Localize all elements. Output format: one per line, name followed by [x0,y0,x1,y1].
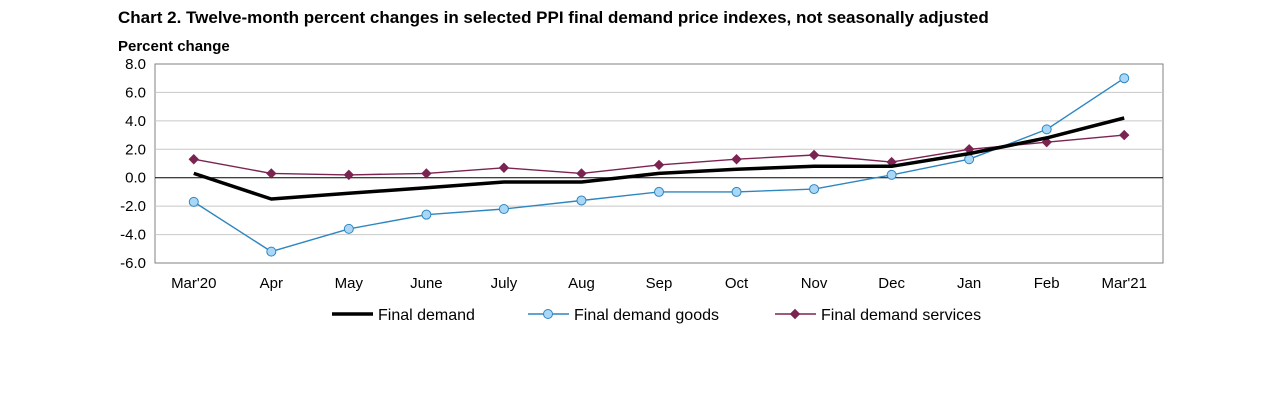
data-point [809,184,820,195]
x-tick-label: Jan [957,275,981,292]
legend-label: Final demand goods [574,307,719,324]
y-tick-label: -2.0 [120,198,146,215]
data-point [653,159,665,171]
legend-marker [789,308,801,320]
y-tick-label: 0.0 [125,170,146,187]
y-tick-label: -4.0 [120,227,146,244]
y-tick-label: 2.0 [125,141,146,158]
data-point [421,168,432,179]
data-point [343,223,354,234]
data-point [1041,124,1052,135]
data-point [886,169,897,180]
legend-label: Final demand [378,307,475,324]
data-point [188,196,199,207]
grid-lines [155,91,1163,236]
y-tick-label: -6.0 [120,255,146,272]
data-point [731,154,742,165]
data-point [188,154,199,165]
x-tick-label: Feb [1034,275,1060,292]
data-point [421,209,432,220]
x-tick-label: May [335,275,364,292]
y-axis-label: Percent change [118,38,230,55]
data-point [1119,73,1130,84]
legend: Final demand Final demand goods Final dema… [332,307,981,324]
legend-item: Final demand services [775,307,981,324]
y-tick-labels: 8.0 6.0 4.0 2.0 0.0 -2.0 -4.0 -6.0 [120,56,146,272]
data-point [343,169,355,181]
legend-item: Final demand [332,307,475,324]
series-lines [188,73,1130,257]
x-tick-labels: Mar'20 Apr May June July Aug Sep Oct Nov Dec Jan Fe… [171,275,1147,292]
data-point [266,168,277,179]
x-tick-label: Sep [646,275,673,292]
data-point [654,186,664,197]
legend-marker [543,309,553,319]
data-point [1119,129,1130,141]
data-point [498,162,510,173]
legend-label: Final demand services [821,307,981,324]
data-point [964,154,975,165]
series-line-final-demand [193,116,1125,201]
y-tick-label: 8.0 [125,56,146,73]
x-tick-label: Oct [725,275,749,292]
y-tick-label: 6.0 [125,84,146,101]
x-tick-label: June [410,275,443,292]
y-tick-label: 4.0 [125,113,146,130]
x-tick-label: Mar'20 [171,275,216,292]
chart-title: Chart 2. Twelve-month percent changes in… [118,8,989,27]
data-point [731,186,742,197]
data-point [808,149,820,161]
x-tick-label: Dec [878,275,905,292]
x-tick-label: July [491,275,518,292]
x-tick-label: Nov [801,275,828,292]
data-point [576,168,587,179]
x-tick-label: Aug [568,275,595,292]
legend-item: Final demand goods [528,307,719,324]
x-tick-label: Apr [260,275,283,292]
data-point [266,246,277,257]
x-tick-label: Mar'21 [1102,275,1147,292]
data-point [576,195,587,206]
data-point [498,203,509,214]
